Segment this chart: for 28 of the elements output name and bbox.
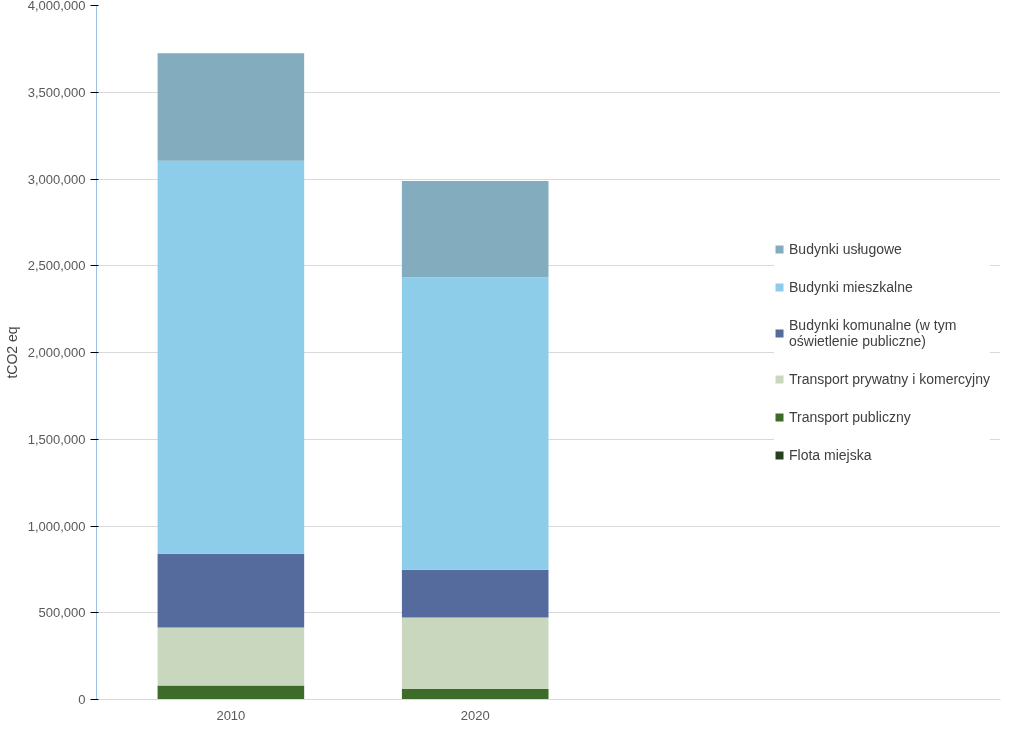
legend-label: Budynki usługowe: [789, 241, 902, 257]
x-tick-label: 2020: [460, 707, 490, 723]
y-tick-label: 1,000,000: [27, 518, 86, 534]
bar: [157, 627, 305, 686]
bar: [157, 160, 305, 554]
y-tick-label: 3,500,000: [27, 84, 86, 100]
bar: [157, 53, 305, 161]
legend-label: Flota miejska: [789, 447, 872, 463]
y-tick-label: 500,000: [38, 605, 86, 621]
bar: [157, 685, 305, 700]
bar: [401, 181, 549, 278]
legend-label: Budynki mieszkalne: [789, 279, 913, 295]
bar: [401, 617, 549, 690]
bar: [401, 569, 549, 618]
y-tick-label: 4,000,000: [27, 0, 86, 13]
y-tick-label: 1,500,000: [27, 431, 86, 447]
y-tick-label: 2,000,000: [27, 345, 86, 360]
x-tick-label: 2010: [216, 707, 246, 723]
y-tick-label: 0: [78, 692, 86, 707]
legend-label: Transport publiczny: [789, 409, 911, 425]
y-tick-label: 3,000,000: [27, 171, 86, 187]
bar: [157, 553, 305, 628]
legend-label: Budynki komunalne (w tym oświetlenie publiczne): [789, 317, 957, 349]
y-axis-title: tCO2 eq: [3, 326, 20, 379]
legend-label: Transport prywatny i komercyjny: [789, 371, 990, 387]
y-tick-label: 2,500,000: [27, 258, 86, 274]
bar: [401, 689, 549, 700]
bar: [401, 277, 549, 570]
